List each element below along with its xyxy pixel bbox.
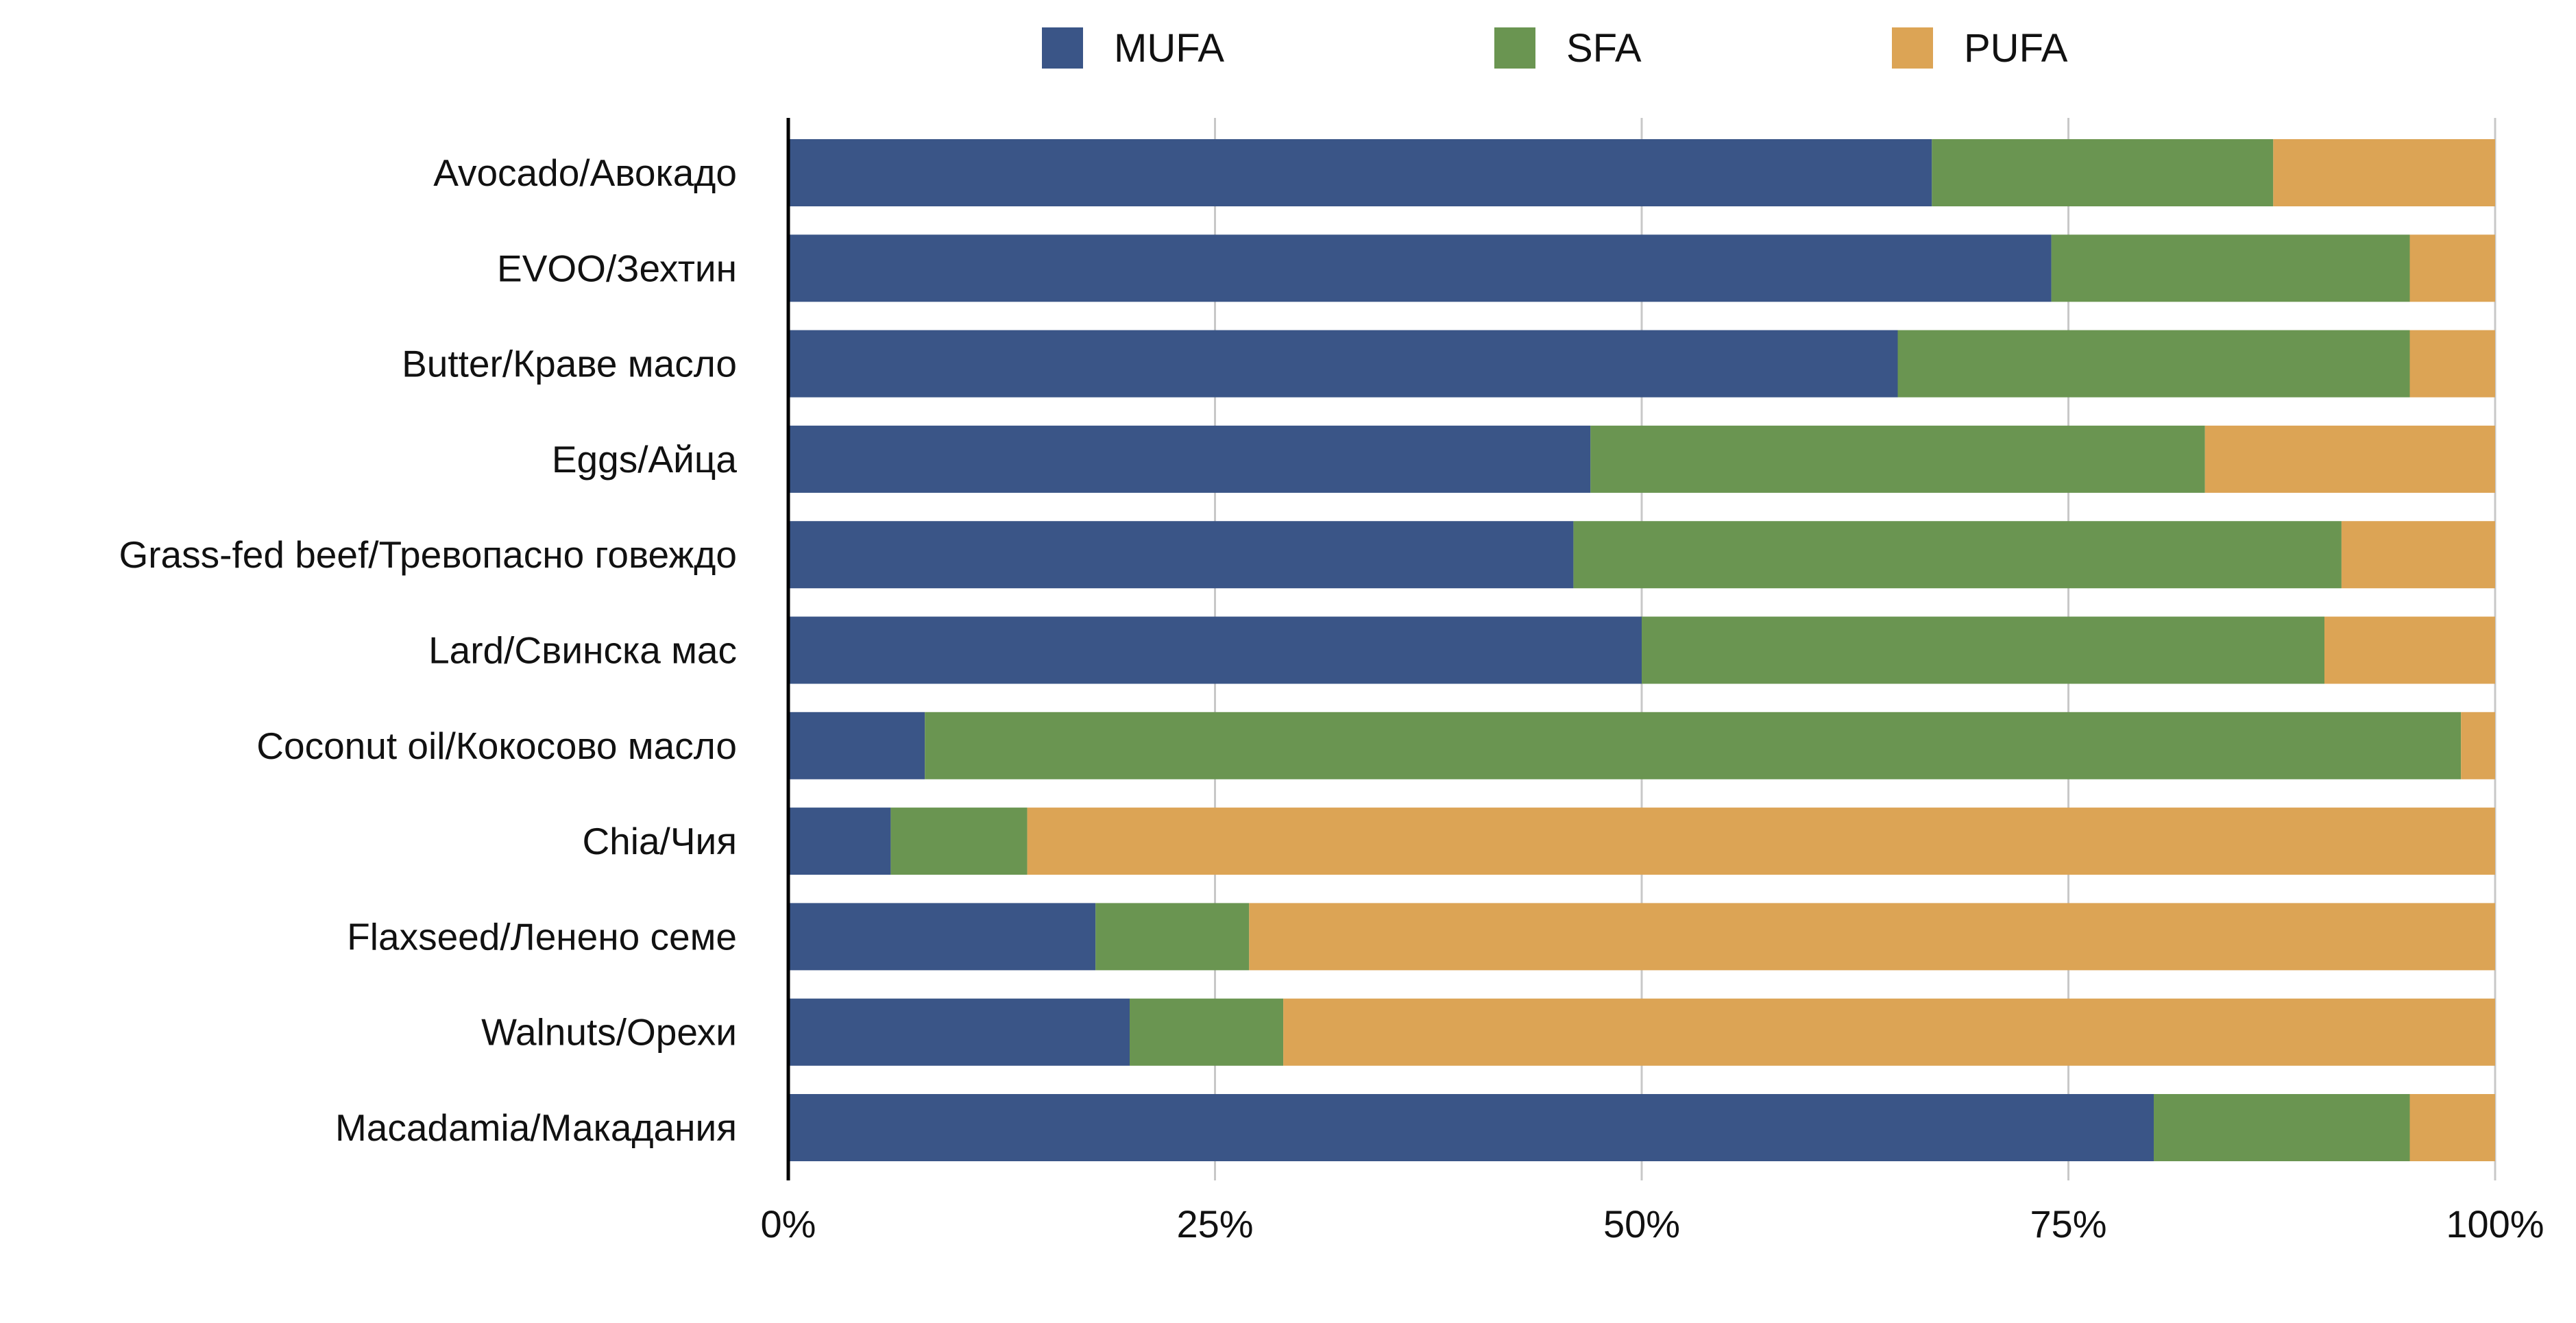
legend-swatch — [1494, 27, 1535, 69]
category-label: Walnuts/Орехи — [481, 1011, 737, 1054]
bar-pufa[interactable] — [2409, 1094, 2496, 1161]
bar-sfa[interactable] — [1590, 425, 2205, 493]
bar-sfa[interactable] — [1932, 139, 2274, 206]
legend-item-pufa[interactable]: PUFA — [1892, 26, 2068, 71]
bar-pufa[interactable] — [1249, 903, 2495, 971]
category-label: Lard/Свинска мас — [428, 629, 737, 672]
category-label: Eggs/Айца — [552, 438, 738, 481]
bar-mufa[interactable] — [788, 1094, 2154, 1161]
bar-pufa[interactable] — [2409, 234, 2496, 302]
legend-label: MUFA — [1114, 26, 1224, 71]
bar-sfa[interactable] — [2154, 1094, 2410, 1161]
x-tick-labels: 0% 25% 50% 75% 100% — [761, 1202, 2544, 1246]
bar-pufa[interactable] — [2409, 330, 2496, 398]
bar-mufa[interactable] — [788, 521, 1574, 589]
bar-mufa[interactable] — [788, 425, 1591, 493]
legend-item-mufa[interactable]: MUFA — [1042, 26, 1224, 71]
bar-pufa[interactable] — [2204, 425, 2495, 493]
category-label: Chia/Чия — [582, 820, 737, 862]
category-label: Grass-fed beef/Тревопасно говеждо — [119, 533, 737, 576]
bar-pufa[interactable] — [1283, 998, 2495, 1066]
bar-pufa[interactable] — [1027, 808, 2495, 875]
category-label: Flaxseed/Ленено семе — [347, 915, 737, 958]
bar-sfa[interactable] — [1897, 330, 2410, 398]
bar-sfa[interactable] — [925, 712, 2462, 779]
x-tick-label: 100% — [2446, 1202, 2544, 1246]
bars — [788, 139, 2495, 1161]
bar-sfa[interactable] — [890, 808, 1028, 875]
bar-sfa[interactable] — [1642, 616, 2324, 684]
category-label: Coconut oil/Кокосово масло — [256, 725, 737, 767]
legend-swatch — [1892, 27, 1933, 69]
bar-mufa[interactable] — [788, 998, 1130, 1066]
legend-label: PUFA — [1964, 26, 2068, 71]
x-tick-label: 25% — [1176, 1202, 1253, 1246]
bar-mufa[interactable] — [788, 139, 1932, 206]
category-label: Macadamia/Макадания — [335, 1106, 737, 1149]
category-label: Butter/Краве масло — [402, 343, 737, 385]
category-labels: Avocado/Авокадо EVOO/Зехтин Butter/Краве м… — [119, 151, 737, 1149]
bar-pufa[interactable] — [2273, 139, 2495, 206]
bar-pufa[interactable] — [2461, 712, 2495, 779]
x-tick-label: 0% — [761, 1202, 816, 1246]
bar-mufa[interactable] — [788, 616, 1642, 684]
bar-sfa[interactable] — [2051, 234, 2410, 302]
legend[interactable]: MUFA SFA PUFA — [1042, 26, 2068, 71]
bar-mufa[interactable] — [788, 234, 2052, 302]
bar-mufa[interactable] — [788, 903, 1096, 971]
category-label: EVOO/Зехтин — [497, 247, 737, 289]
bar-sfa[interactable] — [1573, 521, 2342, 589]
bar-sfa[interactable] — [1130, 998, 1284, 1066]
bar-pufa[interactable] — [2324, 616, 2495, 684]
legend-swatch — [1042, 27, 1083, 69]
legend-item-sfa[interactable]: SFA — [1494, 26, 1642, 71]
bar-mufa[interactable] — [788, 330, 1898, 398]
x-tick-label: 75% — [2030, 1202, 2106, 1246]
bar-pufa[interactable] — [2341, 521, 2495, 589]
category-label: Avocado/Авокадо — [433, 151, 737, 194]
bar-mufa[interactable] — [788, 712, 925, 779]
bar-sfa[interactable] — [1095, 903, 1250, 971]
x-tick-label: 50% — [1603, 1202, 1680, 1246]
bar-mufa[interactable] — [788, 808, 891, 875]
legend-label: SFA — [1566, 26, 1642, 71]
